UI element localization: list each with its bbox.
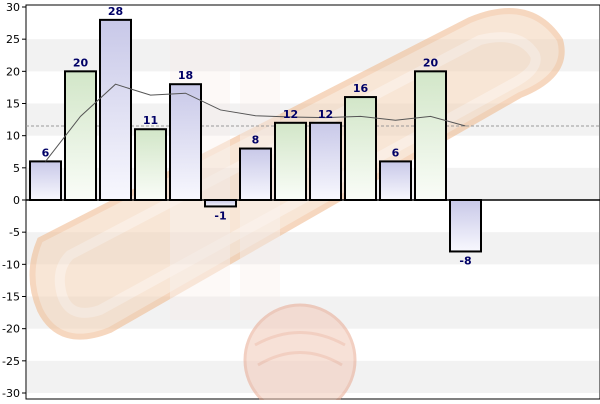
bar [414,70,447,202]
y-tick-label: 25 [6,33,20,46]
y-tick-label: -5 [9,226,20,239]
bar [379,160,412,201]
data-label: 8 [252,134,260,147]
bar [344,96,377,201]
data-label: -1 [214,209,226,222]
data-labels: 6 20 28 11 18 -1 8 12 12 16 6 20 -8 [42,5,472,268]
data-label: 18 [178,69,193,82]
overlay-lines [45,83,466,162]
y-tick-label: -30 [2,387,20,400]
data-label: 6 [42,146,50,159]
data-label: 20 [73,56,89,69]
y-tick-label: -25 [2,355,20,368]
y-tick-label: 0 [13,194,20,207]
bar [99,18,132,201]
bar [449,199,482,253]
data-label: 6 [392,146,400,159]
bar [239,147,272,202]
y-tick-label: -10 [2,258,20,271]
y-tick-label: 20 [6,65,20,78]
bar [309,121,342,201]
bar [274,121,307,201]
y-tick-label: 10 [6,130,20,143]
bar [64,70,97,202]
y-tick-label: -20 [2,323,20,336]
data-label: 20 [423,56,439,69]
bar [134,128,167,202]
data-label: 28 [108,5,123,18]
data-label: -8 [459,254,471,267]
data-label: 16 [353,82,369,95]
moving-average-line [45,83,466,162]
data-label: 12 [283,108,298,121]
bars [29,18,482,253]
data-label: 11 [143,114,158,127]
bar [29,160,62,201]
y-tick-label: -15 [2,291,20,304]
y-tick-label: 30 [6,1,20,14]
y-tick-label: 5 [13,162,20,175]
y-tick-label: 15 [6,98,20,111]
bar [169,83,202,201]
bar [204,199,237,208]
data-label: 12 [318,108,333,121]
